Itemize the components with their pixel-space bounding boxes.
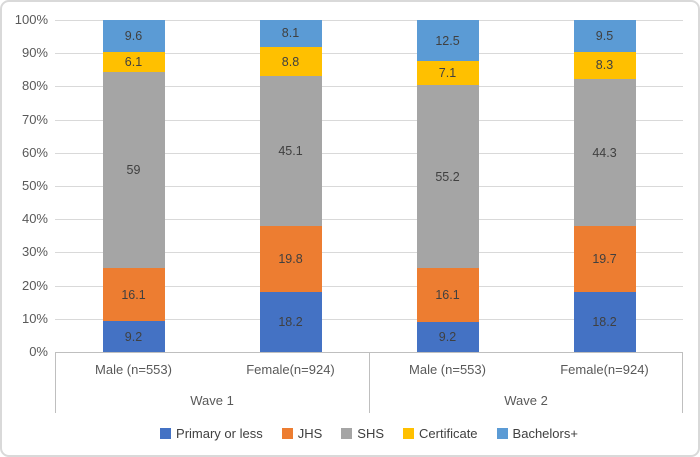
data-label: 59 bbox=[126, 163, 141, 178]
gridline bbox=[55, 152, 683, 154]
axis-separator bbox=[55, 352, 56, 413]
bar-segment-certificate: 8.8 bbox=[259, 46, 322, 77]
gridline bbox=[55, 86, 683, 88]
gridline bbox=[55, 186, 683, 187]
bar-segment-primary-or-less: 9.2 bbox=[416, 321, 479, 352]
legend-swatch bbox=[496, 427, 508, 439]
group-label: Wave 1 bbox=[190, 392, 234, 408]
bar-segment-certificate: 7.1 bbox=[416, 61, 479, 86]
stacked-bar: 9.2 16.1 55.2 7.1 12.5 bbox=[416, 20, 479, 352]
legend-item-bachelors: Bachelors+ bbox=[496, 425, 578, 441]
bar-segment-primary-or-less: 9.2 bbox=[102, 321, 165, 352]
bar-segment-certificate: 8.3 bbox=[573, 51, 636, 80]
data-label: 18.2 bbox=[592, 314, 617, 329]
stacked-bar: 18.2 19.8 45.1 8.8 8.1 bbox=[259, 20, 322, 352]
legend-item-primary-or-less: Primary or less bbox=[160, 426, 263, 441]
y-tick-label: 100% bbox=[14, 12, 48, 27]
legend-item-certificate: Certificate bbox=[403, 426, 478, 441]
legend-label: Primary or less bbox=[176, 425, 263, 441]
group-label: Wave 2 bbox=[504, 392, 548, 408]
bar-segment-shs: 45.1 bbox=[259, 76, 322, 226]
bar-segment-bachelors: 9.6 bbox=[102, 20, 165, 52]
x-axis: Male (n=553) Female(n=924) Male (n=553) Fem… bbox=[55, 352, 683, 413]
data-label: 19.7 bbox=[592, 251, 617, 266]
data-label: 7.1 bbox=[438, 66, 457, 81]
bar-segment-bachelors: 12.5 bbox=[416, 20, 479, 62]
gridline bbox=[55, 285, 683, 287]
legend-swatch bbox=[160, 427, 172, 439]
plot-area: 9.2 16.1 59 6.1 9.6 18.2 19.8 45.1 8.8 8.1 9.2 16.1… bbox=[55, 20, 683, 353]
y-tick-label: 30% bbox=[21, 244, 48, 260]
data-label: 19.8 bbox=[278, 251, 303, 266]
y-tick-label: 40% bbox=[21, 211, 48, 227]
data-label: 9.5 bbox=[595, 28, 614, 43]
y-tick-label: 20% bbox=[21, 277, 48, 293]
gridline bbox=[55, 20, 683, 21]
category-label: Female(n=924) bbox=[246, 362, 335, 377]
gridline bbox=[55, 53, 683, 55]
legend-label: Bachelors+ bbox=[512, 425, 578, 441]
legend-label: JHS bbox=[297, 425, 323, 441]
legend-swatch bbox=[403, 427, 415, 439]
stacked-bar: 18.2 19.7 44.3 8.3 9.5 bbox=[573, 20, 636, 352]
data-label: 6.1 bbox=[124, 55, 143, 70]
bar-segment-jhs: 16.1 bbox=[416, 268, 479, 322]
data-label: 16.1 bbox=[435, 287, 460, 302]
category-label: Male (n=553) bbox=[95, 362, 172, 377]
legend-item-jhs: JHS bbox=[281, 425, 323, 441]
gridline bbox=[55, 219, 683, 221]
bar-segment-jhs: 16.1 bbox=[102, 268, 165, 322]
legend-item-shs: SHS bbox=[341, 426, 384, 441]
y-tick-label: 60% bbox=[21, 144, 48, 160]
axis-separator bbox=[369, 352, 370, 413]
y-tick-label: 50% bbox=[21, 178, 48, 193]
legend: Primary or less JHS SHS Certificate Bachelor… bbox=[55, 421, 683, 445]
bar-segment-certificate: 6.1 bbox=[102, 51, 165, 73]
bar-segment-jhs: 19.7 bbox=[573, 226, 636, 292]
category-labels-row: Male (n=553) Female(n=924) Male (n=553) Fem… bbox=[55, 352, 683, 387]
data-label: 12.5 bbox=[435, 33, 460, 48]
bar-segment-bachelors: 8.1 bbox=[259, 20, 322, 47]
y-tick-label: 80% bbox=[21, 78, 48, 94]
data-label: 16.1 bbox=[121, 287, 146, 302]
bar-segment-primary-or-less: 18.2 bbox=[259, 291, 322, 352]
y-tick-label: 10% bbox=[21, 310, 48, 326]
bar-segment-jhs: 19.8 bbox=[259, 225, 322, 292]
category-label: Male (n=553) bbox=[409, 362, 486, 377]
data-label: 18.2 bbox=[278, 314, 303, 329]
bar-segment-primary-or-less: 18.2 bbox=[573, 291, 636, 352]
bar-segment-shs: 44.3 bbox=[573, 79, 636, 227]
gridline bbox=[55, 318, 683, 320]
data-label: 9.2 bbox=[124, 329, 143, 344]
data-label: 44.3 bbox=[592, 145, 617, 160]
data-label: 9.6 bbox=[124, 28, 143, 43]
data-label: 8.1 bbox=[281, 26, 300, 41]
data-label: 55.2 bbox=[435, 169, 460, 184]
legend-swatch bbox=[281, 427, 293, 439]
category-label: Female(n=924) bbox=[560, 362, 649, 377]
gridline bbox=[55, 252, 683, 254]
bar-segment-shs: 55.2 bbox=[416, 85, 479, 269]
legend-swatch bbox=[341, 427, 353, 439]
stacked-bar: 9.2 16.1 59 6.1 9.6 bbox=[102, 20, 165, 352]
data-label: 9.2 bbox=[438, 329, 457, 344]
group-labels-row: Wave 1 Wave 2 bbox=[55, 387, 683, 413]
y-tick-label: 70% bbox=[21, 111, 48, 127]
legend-label: Certificate bbox=[419, 425, 478, 441]
y-tick-label: 0% bbox=[29, 344, 48, 359]
legend-label: SHS bbox=[357, 425, 385, 441]
bar-segment-bachelors: 9.5 bbox=[573, 20, 636, 52]
bar-segment-shs: 59 bbox=[102, 72, 165, 269]
data-label: 8.8 bbox=[281, 54, 300, 69]
data-label: 8.3 bbox=[595, 58, 614, 73]
axis-separator bbox=[682, 352, 683, 413]
y-tick-label: 90% bbox=[21, 45, 48, 61]
gridline bbox=[55, 119, 683, 121]
data-label: 45.1 bbox=[278, 143, 303, 158]
